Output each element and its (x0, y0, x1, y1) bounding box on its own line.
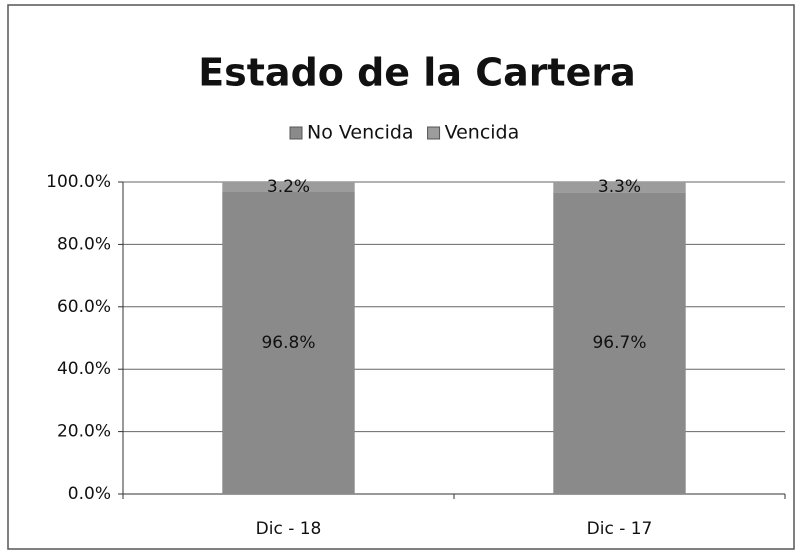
y-tick-label: 0.0% (68, 484, 111, 504)
bar-segment (222, 191, 355, 494)
data-label: 96.8% (261, 333, 315, 353)
chart-title: Estado de la Cartera (198, 51, 636, 95)
x-tick-label: Dic - 17 (587, 519, 653, 539)
y-tick-label: 60.0% (57, 297, 111, 317)
legend-label: No Vencida (307, 122, 414, 144)
y-tick-label: 20.0% (57, 422, 111, 442)
y-tick-label: 80.0% (57, 234, 111, 254)
legend-swatch (427, 126, 441, 140)
x-tick-label: Dic - 18 (256, 519, 322, 539)
y-tick-label: 100.0% (46, 172, 111, 192)
bar-segment (222, 182, 355, 192)
bar-segment (553, 182, 686, 193)
bar-segment (553, 192, 686, 494)
data-label: 96.7% (592, 333, 646, 353)
data-label: 3.2% (267, 177, 310, 197)
y-tick-label: 40.0% (57, 359, 111, 379)
data-label: 3.3% (598, 177, 641, 197)
legend-swatch (289, 126, 303, 140)
legend-label: Vencida (445, 122, 520, 144)
